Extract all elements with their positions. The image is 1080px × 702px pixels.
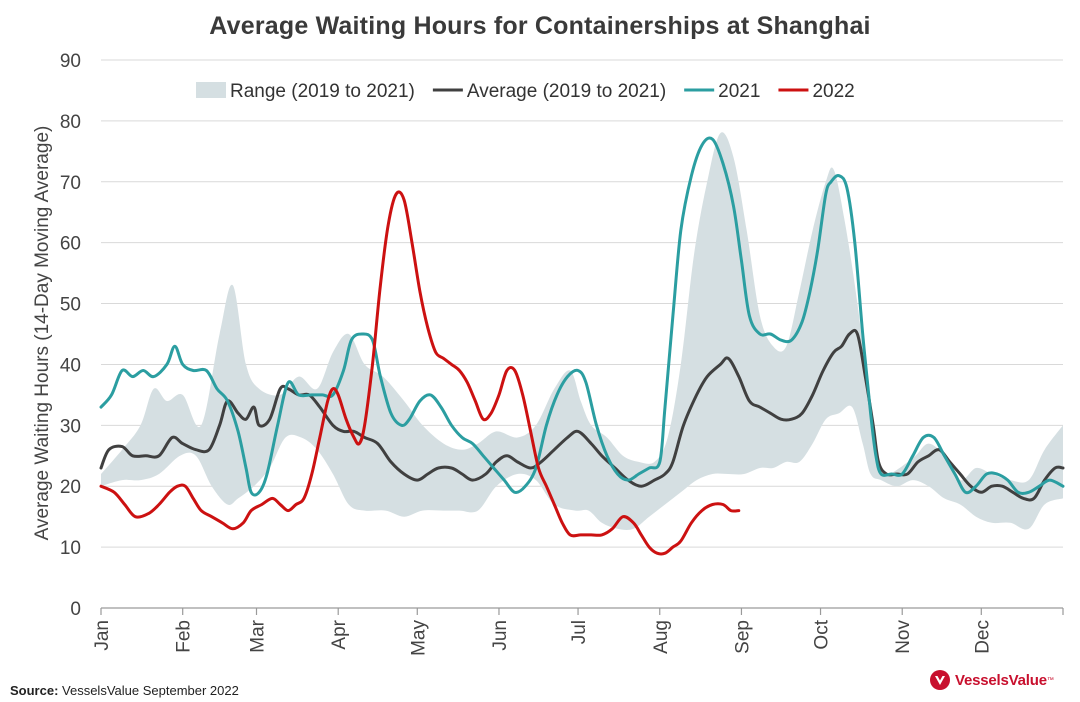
legend: Range (2019 to 2021) Average (2019 to 202…	[196, 81, 855, 102]
x-tick-label-oct: Oct	[812, 619, 833, 649]
x-tick-label-aug: Aug	[651, 620, 672, 654]
axes: 0 10 20 30 40 50 60 70 80 90 Jan Feb Mar Apr May Jun Jul…	[60, 51, 1064, 656]
brand-name: VesselsValue	[955, 671, 1047, 689]
y-tick-label-20: 20	[60, 477, 81, 498]
legend-swatch-range-2019-to-2021	[196, 82, 226, 98]
series-line-2021	[99, 136, 1065, 497]
x-tick-label-mar: Mar	[248, 619, 269, 652]
x-tick-label-jan: Jan	[92, 620, 113, 651]
legend-label-2021: 2021	[718, 81, 760, 102]
legend-label-2022: 2022	[812, 81, 854, 102]
y-tick-label-90: 90	[60, 51, 81, 72]
source-text: VesselsValue September 2022	[58, 683, 239, 698]
brand-trademark: ™	[1046, 676, 1054, 684]
chart-title: Average Waiting Hours for Containerships…	[209, 12, 871, 40]
x-tick-label-nov: Nov	[893, 620, 914, 654]
brand-logo: VesselsValue ™	[930, 668, 1054, 692]
source-note: Source: VesselsValue September 2022	[10, 683, 239, 698]
x-tick-label-may: May	[408, 620, 429, 656]
y-tick-label-80: 80	[60, 112, 81, 133]
series-line-2022	[99, 190, 741, 556]
vesselsvalue-logo-icon	[930, 670, 950, 690]
y-tick-label-0: 0	[70, 599, 81, 620]
source-label: Source:	[10, 683, 59, 698]
series-line-average-2019-to-2021	[99, 328, 1065, 502]
y-tick-label-30: 30	[60, 416, 81, 437]
x-tick-label-dec: Dec	[972, 620, 993, 654]
y-tick-label-60: 60	[60, 234, 81, 255]
y-axis-label: Average Waiting Hours (14-Day Moving Ave…	[32, 126, 53, 541]
legend-label-average-2019-to-2021: Average (2019 to 2021)	[467, 81, 666, 102]
y-tick-label-40: 40	[60, 355, 81, 376]
y-tick-label-50: 50	[60, 295, 81, 316]
x-tick-label-jul: Jul	[569, 620, 590, 644]
legend-label-range-2019-to-2021: Range (2019 to 2021)	[230, 81, 415, 102]
y-tick-label-10: 10	[60, 538, 81, 559]
x-tick-label-feb: Feb	[174, 620, 195, 653]
series-lines-layer	[99, 136, 1065, 556]
x-tick-label-sep: Sep	[732, 620, 753, 654]
x-tick-label-jun: Jun	[490, 620, 511, 651]
y-tick-label-70: 70	[60, 173, 81, 194]
x-tick-label-apr: Apr	[329, 619, 350, 649]
